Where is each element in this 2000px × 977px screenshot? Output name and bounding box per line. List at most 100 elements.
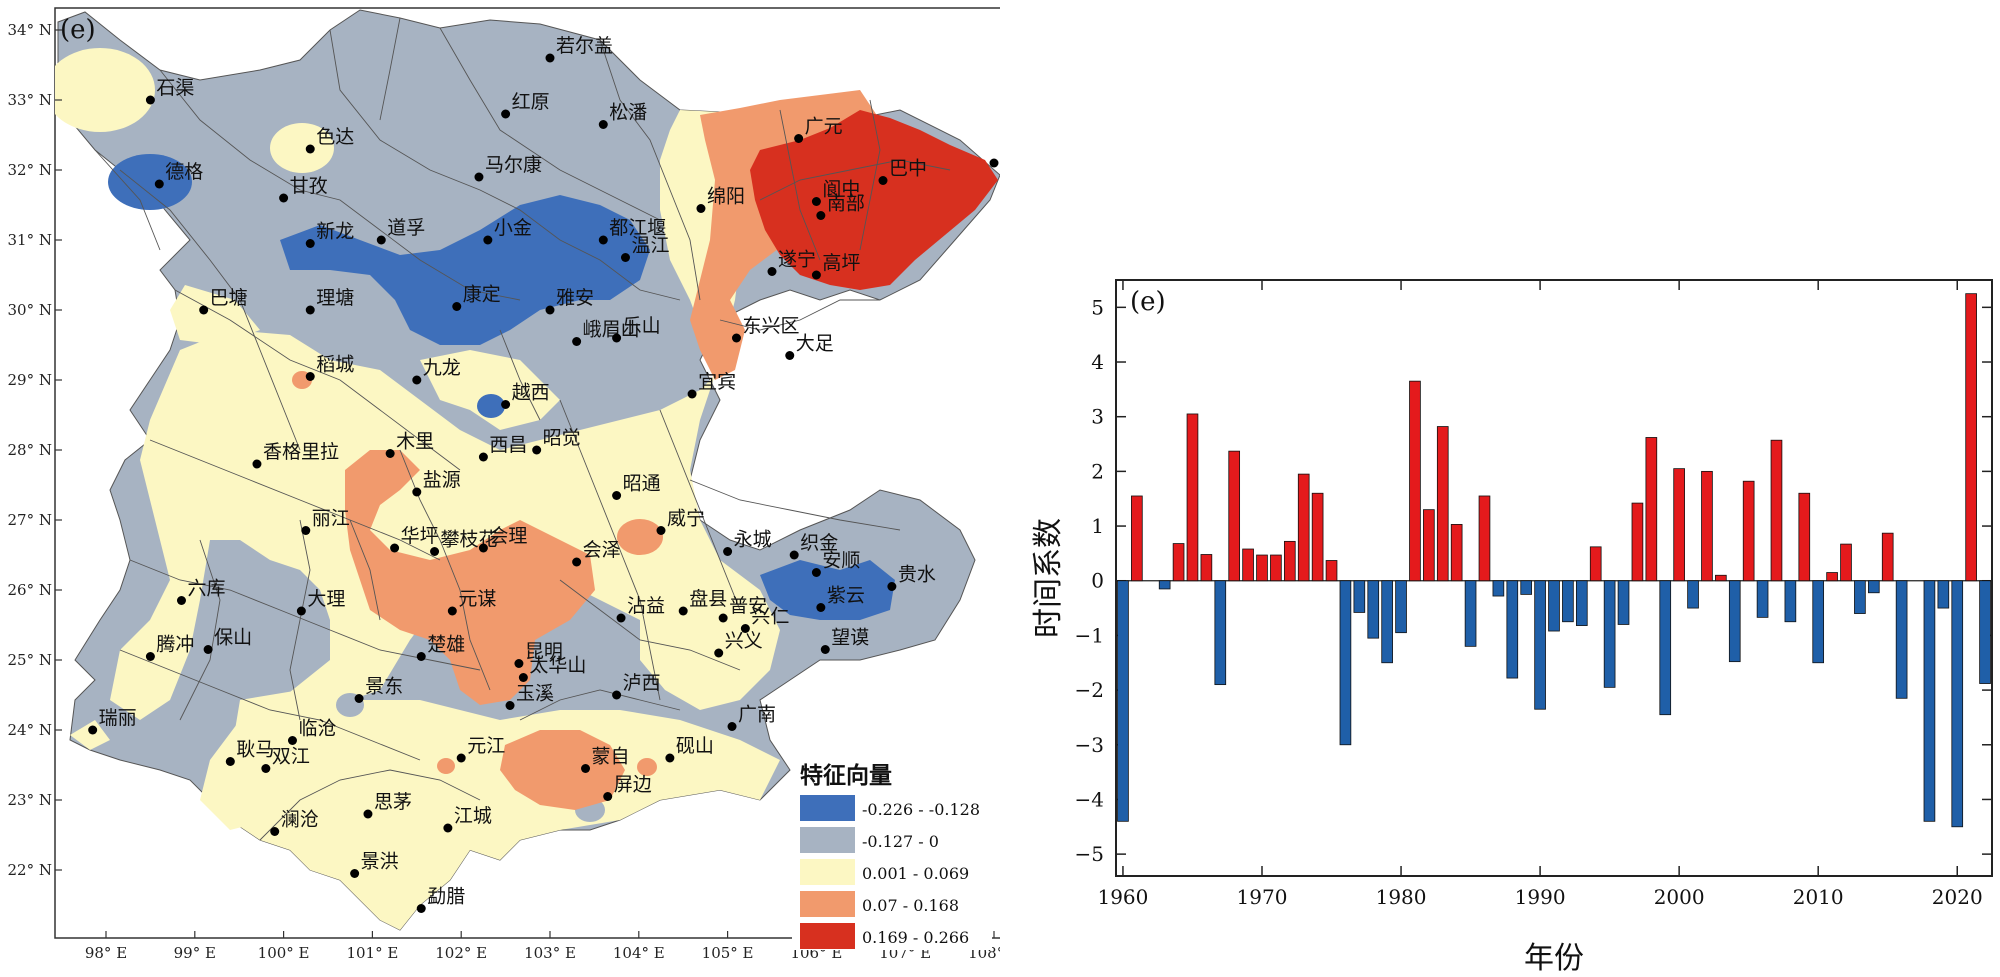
lat-tick-label: 31° N [8,231,52,249]
bar-2002 [1701,470,1713,582]
map-panel-label: (e) [60,15,96,45]
y-tick-label: 1 [1091,514,1104,538]
city-label: 沾益 [627,595,665,617]
bar-2016 [1895,580,1908,699]
region-orange-weining [617,519,663,555]
bar-1986 [1478,495,1491,582]
y-tick-label: −5 [1075,842,1104,866]
city-marker [412,375,422,385]
map-cities: 石渠若尔盖红原松潘色达德格马尔康甘孜绵阳广元巴中万源阆中南部新龙道孚小金都江堰温… [88,35,999,913]
city-marker [301,526,311,535]
city-marker [731,333,741,343]
city-marker [505,701,515,710]
y-tick-label: −2 [1075,678,1104,702]
city-marker [887,582,897,591]
legend-label-4: 0.07 - 0.168 [862,896,959,915]
lat-tick-label: 33° N [8,91,52,109]
city-label: 越西 [512,382,550,404]
y-tick-label: 0 [1091,569,1104,593]
bar-1989 [1520,580,1533,595]
region-yellow-central [420,350,560,430]
city-label: 华坪 [401,525,439,547]
city-marker [656,526,666,535]
city-marker [474,172,484,182]
x-tick-label: 1980 [1376,885,1427,909]
city-marker [203,645,213,654]
bar-1972 [1283,540,1296,582]
lat-tick-label: 29° N [8,371,52,389]
city-label: 会理 [489,525,527,547]
x-tick-label: 2010 [1793,885,1844,909]
bar-1995 [1603,580,1616,688]
city-label: 雅安 [556,287,594,309]
lon-tick-label: 102° E [435,944,487,962]
city-label: 石渠 [156,77,194,99]
x-tick-label: 1990 [1515,885,1566,909]
city-label: 安顺 [822,550,860,572]
bar-2005 [1742,480,1755,582]
bar-1999 [1659,580,1672,716]
bar-2006 [1756,580,1769,618]
bar-2008 [1784,580,1797,623]
city-marker [416,904,426,913]
city-label: 丽江 [312,508,350,530]
city-marker [270,827,280,836]
city-marker [88,725,98,735]
city-marker [789,550,799,560]
x-tick-label: 2020 [1932,885,1983,909]
city-marker [176,596,186,605]
legend-swatch-2 [800,827,855,853]
bar-1960 [1117,580,1129,822]
city-label: 巴塘 [210,287,248,309]
city-marker [376,235,386,245]
map-legend: 特征向量 -0.226 - -0.128 -0.127 - 0 0.001 - … [792,762,992,950]
city-label: 江城 [454,805,492,827]
city-label: 砚山 [676,735,714,757]
city-label: 楚雄 [427,634,465,656]
city-label: 新龙 [316,221,354,243]
city-marker [696,204,706,213]
city-marker [390,543,400,553]
city-marker [723,547,733,556]
city-label: 思茅 [374,791,412,813]
city-marker [665,753,675,763]
city-marker [545,305,555,315]
city-label: 景洪 [361,851,399,873]
city-marker [478,543,488,553]
city-marker [145,652,155,661]
city-marker [598,235,608,245]
city-label: 昭通 [623,473,661,495]
bar-1988 [1506,580,1519,679]
city-marker [385,449,395,458]
y-tick-label: 5 [1091,295,1104,319]
city-marker [363,809,373,819]
city-label: 南部 [827,193,865,215]
region-yellow-seda [270,123,334,173]
city-marker [287,736,297,745]
lon-tick-label: 101° E [346,944,398,962]
time-coefficient-chart: (e) 5 4 3 2 1 0 −1 −2 −3 −4 −5 1960 1970 1980 1990 2000… [1031,279,1993,976]
city-label: 望谟 [831,627,869,649]
city-marker [501,109,511,119]
bar-2007 [1770,439,1783,582]
city-label: 盘县 [689,588,727,610]
city-label: 理塘 [316,287,354,309]
city-marker [687,389,697,399]
bar-1980 [1395,580,1407,634]
bar-1976 [1339,580,1352,746]
legend-title: 特征向量 [800,762,892,789]
city-marker [678,606,688,616]
city-label: 色达 [316,126,354,148]
legend-label-5: 0.169 - 0.266 [862,928,969,947]
legend-label-3: 0.001 - 0.069 [862,864,969,883]
legend-swatch-4 [800,891,855,917]
city-label: 贵水 [898,564,936,586]
bar-1974 [1311,492,1324,582]
city-marker [416,652,426,661]
city-label: 阆中 [822,179,860,201]
region-class-pos-strong [750,110,998,290]
x-tick-label: 2000 [1654,885,1705,909]
city-label: 乐山 [623,315,661,337]
city-marker [145,95,155,105]
chart-xlabel: 年份 [1524,941,1584,976]
